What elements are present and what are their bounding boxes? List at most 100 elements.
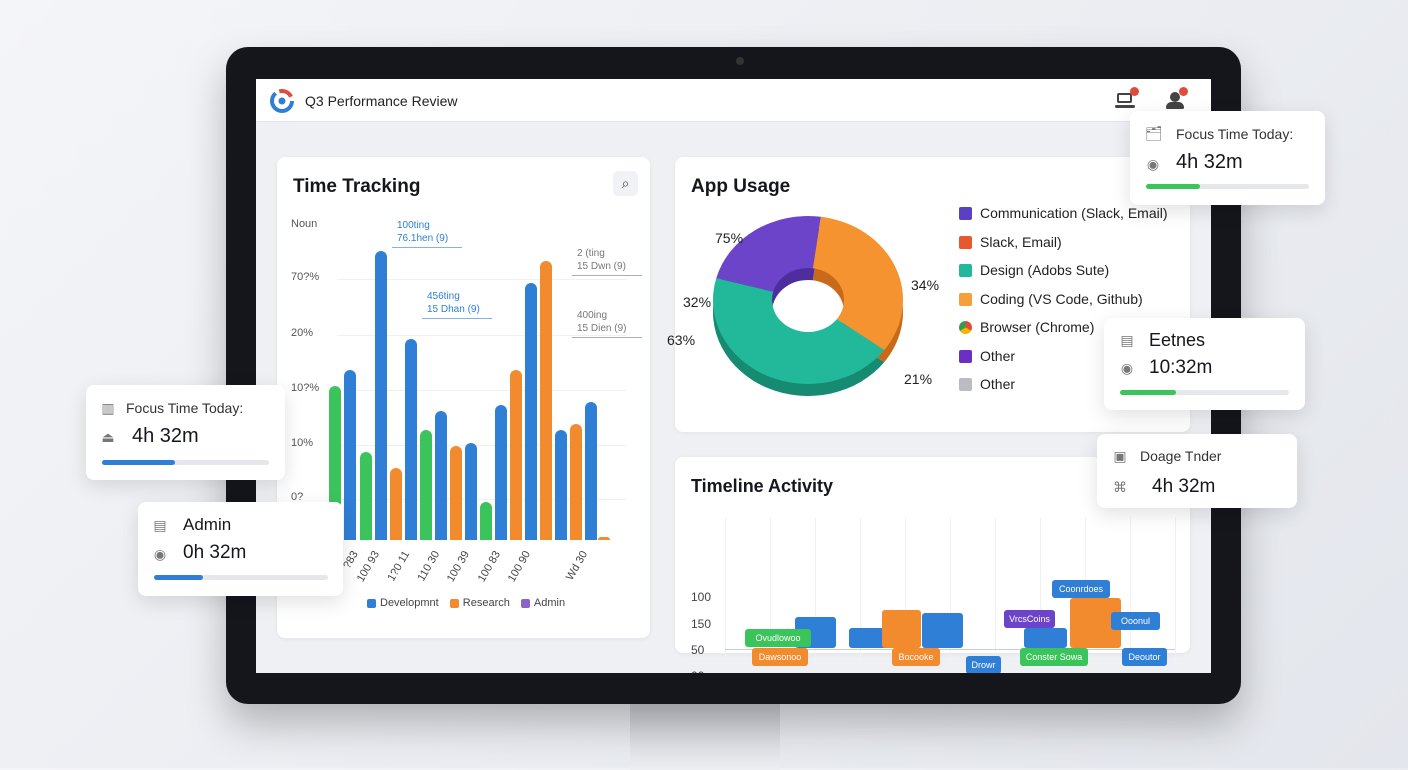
- bar-orange[interactable]: [598, 536, 610, 540]
- activity-label[interactable]: Ooonul: [1111, 612, 1160, 630]
- activity-block-blue[interactable]: [922, 613, 963, 648]
- timer-icon: 🗂: [1145, 125, 1163, 141]
- logo-icon: [270, 89, 294, 113]
- activity-label[interactable]: Dawsonoo: [752, 648, 808, 666]
- legend-item[interactable]: Design (Adobs Sute): [959, 262, 1109, 278]
- card-title: Focus Time Today:: [126, 400, 244, 416]
- bar-green[interactable]: [420, 430, 432, 540]
- bar-blue[interactable]: [465, 442, 477, 540]
- activity-label[interactable]: Deoutor: [1122, 648, 1167, 666]
- legend-development[interactable]: Developmnt: [367, 597, 439, 609]
- legend-label: Admin: [533, 597, 566, 609]
- bar-blue[interactable]: [435, 411, 447, 540]
- slice-label: 63%: [667, 332, 696, 348]
- gridline: [337, 279, 627, 280]
- user-icon[interactable]: [1165, 87, 1188, 110]
- legend-item[interactable]: Coding (VS Code, Github): [959, 291, 1143, 307]
- annotation-line2: 15 Dien (9): [577, 323, 627, 334]
- legend-label: Research: [462, 597, 510, 609]
- legend-swatch: [959, 264, 972, 277]
- activity-label[interactable]: Drowr: [966, 656, 1001, 673]
- legend-swatch: [959, 235, 972, 249]
- card-title: Focus Time Today:: [1176, 126, 1294, 142]
- slice-label: 75%: [715, 230, 744, 246]
- progress-bar: [154, 575, 328, 580]
- legend-admin[interactable]: Admin: [520, 597, 566, 609]
- gridline: [337, 335, 627, 336]
- activity-label[interactable]: Conster Sowa: [1020, 648, 1088, 666]
- slice-purple[interactable]: [716, 216, 821, 292]
- x-axis-label: 100 90: [506, 549, 534, 585]
- y-axis-label: 10?%: [291, 382, 320, 394]
- slice-orange[interactable]: [812, 216, 903, 351]
- eetnes-card: ▤ Eetnes ◉ 10:32m: [1104, 318, 1305, 410]
- bar-green[interactable]: [480, 502, 492, 540]
- bar-blue[interactable]: [555, 430, 567, 540]
- activity-block-blue[interactable]: [849, 628, 889, 648]
- legend-item[interactable]: Slack, Email): [959, 234, 1062, 250]
- bar-blue[interactable]: [525, 282, 537, 540]
- legend-item[interactable]: Browser (Chrome): [959, 319, 1094, 335]
- search-icon[interactable]: ⌕: [613, 171, 638, 196]
- progress-fill: [1120, 390, 1176, 395]
- camera: [736, 57, 744, 65]
- clock-icon: ◉: [1120, 360, 1134, 376]
- activity-block-blue[interactable]: [1024, 628, 1067, 648]
- bar-orange[interactable]: [540, 260, 552, 540]
- legend-label: Communication (Slack, Email): [980, 205, 1168, 221]
- legend-item[interactable]: Communication (Slack, Email): [959, 205, 1168, 221]
- bar-blue[interactable]: [344, 370, 356, 540]
- team-icon: ⌘: [1113, 479, 1127, 495]
- y-axis-label: 00: [691, 669, 704, 673]
- gridline: [1175, 517, 1176, 667]
- gridline: [1040, 517, 1041, 667]
- activity-label[interactable]: VrcsCoins: [1004, 610, 1055, 628]
- slice-label: 21%: [904, 371, 933, 387]
- activity-label[interactable]: Ovudlowoo: [745, 629, 811, 647]
- activity-block-orange[interactable]: [882, 610, 921, 648]
- bar-blue[interactable]: [405, 339, 417, 540]
- x-axis-label: 1?0 11: [385, 549, 413, 584]
- progress-bar: [1120, 390, 1289, 395]
- time-tracking-legend: Developmnt Research Admin: [367, 597, 565, 609]
- page-title: Q3 Performance Review: [305, 93, 458, 109]
- devices-icon[interactable]: [1115, 87, 1139, 110]
- legend-research[interactable]: Research: [449, 597, 510, 609]
- gridline: [1130, 517, 1131, 667]
- annotation-leader: [422, 318, 492, 319]
- timeline-plot: 1001505000001001001001001301301411421230…: [675, 457, 1190, 673]
- bar-blue[interactable]: [495, 404, 507, 540]
- activity-label[interactable]: Bocooke: [892, 648, 940, 666]
- bar-blue[interactable]: [375, 251, 387, 540]
- bar-blue[interactable]: [585, 401, 597, 540]
- progress-fill: [154, 575, 203, 580]
- x-axis-label: 100 83: [476, 549, 504, 585]
- legend-label: Other: [980, 347, 1016, 364]
- legend-swatch: [959, 378, 972, 391]
- document-icon: ▣: [1113, 448, 1127, 464]
- bar-orange[interactable]: [570, 423, 582, 540]
- activity-label[interactable]: Coonrdoes: [1052, 580, 1110, 598]
- x-axis-label: 110 30: [415, 549, 443, 584]
- gridline: [337, 445, 627, 446]
- bar-green[interactable]: [329, 386, 341, 540]
- y-axis-label: 20%: [291, 327, 314, 339]
- annotation-line1: 400ing: [577, 310, 608, 321]
- card-title: Eetnes: [1149, 330, 1206, 350]
- trash-icon: ▥: [101, 400, 115, 416]
- timeline-title: Timeline Activity: [691, 476, 834, 496]
- bar-orange[interactable]: [450, 445, 462, 540]
- screen: Q3 Performance Review Time Tracking ⌕ No…: [256, 79, 1211, 673]
- legend-item[interactable]: Other: [959, 348, 1015, 364]
- bar-orange[interactable]: [510, 370, 522, 540]
- annotation-line2: 76.1hen (9): [397, 233, 449, 244]
- bar-green[interactable]: [360, 452, 372, 540]
- legend-item[interactable]: Other: [959, 376, 1015, 392]
- slice-label: 34%: [911, 277, 940, 293]
- annotation-leader: [572, 275, 642, 276]
- bar-orange[interactable]: [390, 467, 402, 540]
- slice-teal[interactable]: [713, 278, 885, 384]
- calendar-icon: ▤: [1120, 332, 1134, 348]
- gridline: [860, 517, 861, 667]
- monitor-stand: [630, 700, 780, 770]
